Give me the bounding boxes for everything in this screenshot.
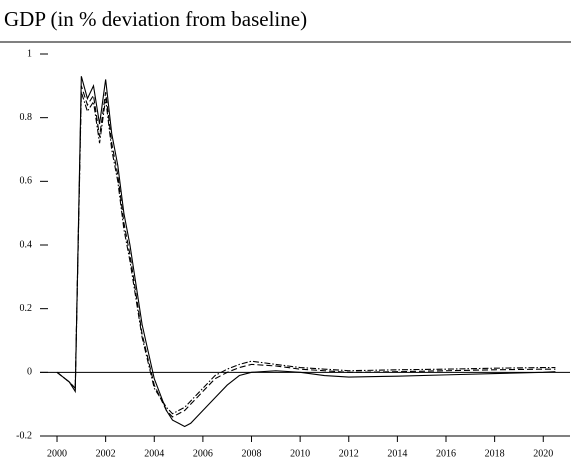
y-tick-label: 0.2 [20,303,33,314]
chart-title: GDP (in % deviation from baseline) [4,7,307,31]
x-tick-label: 2008 [242,448,262,459]
x-tick-label: 2006 [193,448,213,459]
y-tick-label: 0 [27,367,32,378]
x-tick-label: 2002 [96,448,116,459]
series-line [56,76,556,428]
x-tick-label: 2018 [485,448,505,459]
x-tick-label: 2000 [47,448,67,459]
y-tick-label: 1 [27,48,32,59]
x-tick-label: 2014 [387,448,407,459]
x-tick-label: 2016 [436,448,456,459]
y-tick-label: 0.4 [20,239,33,250]
y-tick-label: 0.6 [20,176,33,187]
x-tick-label: 2010 [290,448,310,459]
x-tick-label: 2012 [339,448,359,459]
series-line [56,85,556,418]
y-tick-label: 0.8 [20,112,33,123]
x-tick-label: 2020 [533,448,553,459]
y-tick-label: -0.2 [16,430,32,441]
series-line [56,92,556,415]
x-tick-label: 2004 [144,448,164,459]
